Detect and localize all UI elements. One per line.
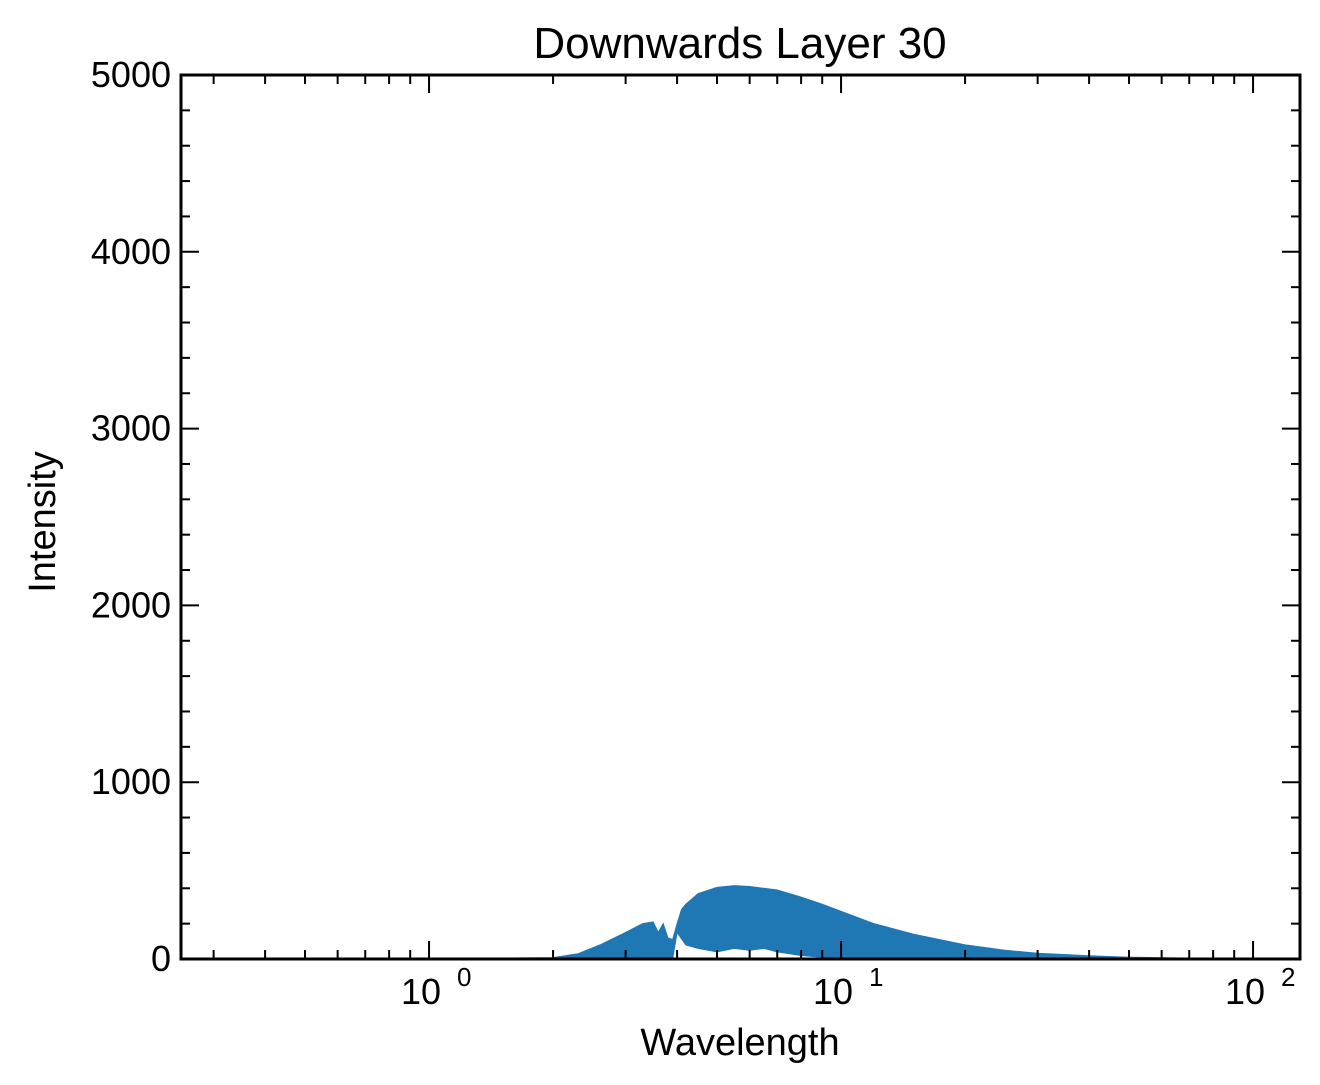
x-tick-label: 10 xyxy=(1225,971,1265,1012)
series-area-0 xyxy=(213,885,1287,960)
x-tick-label: 10 xyxy=(401,971,441,1012)
y-tick-label: 0 xyxy=(151,938,171,979)
plot-frame xyxy=(179,73,1302,961)
y-tick-label: 1000 xyxy=(91,761,171,802)
y-tick-label: 5000 xyxy=(91,54,171,95)
x-tick-label-exponent: 0 xyxy=(457,962,471,992)
x-axis-label: Wavelength xyxy=(640,1022,839,1064)
y-tick-label: 4000 xyxy=(91,231,171,272)
y-tick-label: 2000 xyxy=(91,584,171,625)
x-tick-label-exponent: 2 xyxy=(1281,962,1295,992)
x-tick-label: 10 xyxy=(813,971,853,1012)
y-tick-label: 3000 xyxy=(91,408,171,449)
chart-title: Downwards Layer 30 xyxy=(533,19,946,68)
plot-area xyxy=(213,885,1287,960)
x-tick-label-exponent: 1 xyxy=(869,962,883,992)
tick-labels: 0 1000 2000 3000 4000 5000 10 0 10 1 10 2 xyxy=(91,54,1296,1012)
axis-ticks xyxy=(181,74,1300,960)
y-axis-label: Intensity xyxy=(22,451,64,593)
